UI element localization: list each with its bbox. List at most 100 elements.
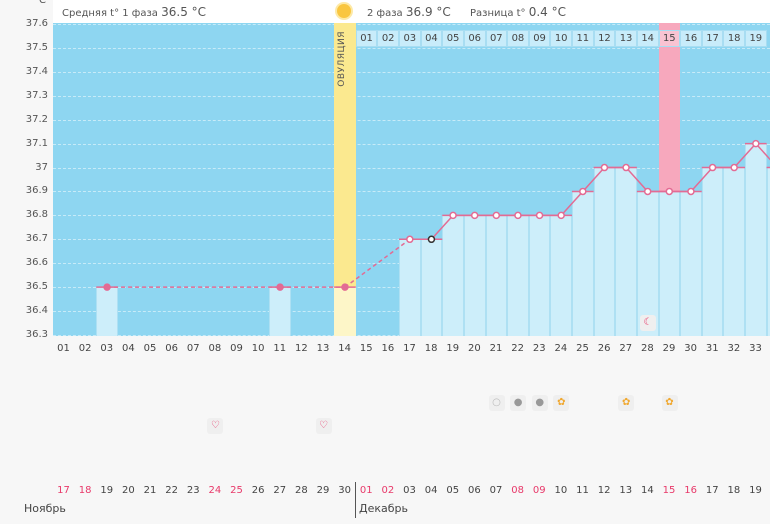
gridline bbox=[53, 24, 770, 25]
line-segment bbox=[344, 238, 411, 288]
temperature-bar bbox=[701, 167, 724, 336]
x-tick-label: 05 bbox=[143, 343, 157, 354]
ovulation-lower bbox=[334, 287, 356, 336]
temperature-bar bbox=[680, 191, 702, 336]
calendar-date: 10 bbox=[554, 485, 568, 496]
data-point[interactable] bbox=[687, 187, 695, 196]
data-point[interactable] bbox=[708, 163, 717, 172]
x-tick-label: 18 bbox=[424, 343, 438, 354]
y-tick-label: 37.1 bbox=[25, 137, 48, 149]
phase2-label: 2 фаза bbox=[367, 8, 403, 19]
data-point[interactable] bbox=[103, 283, 111, 291]
phase2-day-cell: 17 bbox=[701, 30, 724, 47]
y-tick-label: 37.4 bbox=[25, 65, 48, 77]
calendar-date: 14 bbox=[641, 485, 654, 496]
temperature-bar bbox=[615, 167, 637, 336]
temperature-bar bbox=[96, 287, 118, 336]
line-segment bbox=[755, 143, 770, 161]
data-point[interactable] bbox=[600, 163, 609, 172]
phase2-day-cell: 11 bbox=[572, 30, 594, 47]
calendar-date: 30 bbox=[338, 485, 351, 496]
x-tick-label: 06 bbox=[165, 343, 178, 354]
temperature-chart: ОВУЛЯЦИЯ 01 02 03 04 05 06 07 08 09 10 11 12 13 14 15 16… bbox=[53, 23, 770, 336]
calendar-date: 01 bbox=[359, 485, 373, 496]
line-segment bbox=[560, 190, 584, 216]
calendar-date: 09 bbox=[532, 485, 546, 496]
x-tick-label: 28 bbox=[641, 343, 654, 354]
gridline bbox=[53, 47, 770, 49]
y-tick-label: 36.7 bbox=[25, 233, 48, 245]
calendar-date: 20 bbox=[122, 485, 135, 496]
calendar-date: 06 bbox=[468, 485, 481, 496]
temperature-bar bbox=[550, 215, 572, 336]
phase2-day-cell: 02 bbox=[377, 30, 399, 47]
gridline bbox=[53, 215, 770, 217]
data-point[interactable] bbox=[492, 211, 501, 220]
y-tick-label: 36.4 bbox=[25, 305, 48, 317]
y-tick-label: 36.6 bbox=[25, 257, 48, 269]
calendar-date: 25 bbox=[230, 485, 243, 496]
x-tick-label: 19 bbox=[446, 343, 460, 354]
calendar-date: 27 bbox=[273, 485, 287, 496]
temperature-bar bbox=[420, 239, 443, 336]
data-point[interactable] bbox=[730, 163, 738, 172]
gridline bbox=[53, 71, 770, 73]
temperature-bar bbox=[636, 191, 659, 336]
data-point[interactable] bbox=[622, 163, 630, 172]
gray-circle-icon: ● bbox=[510, 395, 527, 411]
data-point[interactable] bbox=[643, 187, 652, 196]
diff-value: 0.4 °C bbox=[528, 5, 567, 19]
phase2-day-cell: 03 bbox=[399, 30, 421, 47]
line-segment bbox=[733, 143, 757, 169]
data-point[interactable] bbox=[276, 283, 284, 291]
line-segment bbox=[430, 214, 454, 240]
phase2-day-cell: 05 bbox=[442, 30, 464, 47]
calendar-date: 12 bbox=[597, 485, 611, 496]
temperature-bar bbox=[399, 239, 421, 336]
temperature-bar bbox=[572, 191, 594, 336]
flower-icon: ✿ bbox=[618, 395, 635, 411]
x-tick-label: 12 bbox=[295, 343, 308, 354]
data-point[interactable] bbox=[406, 235, 414, 244]
phase2-day-cell: 10 bbox=[550, 30, 572, 47]
data-point[interactable] bbox=[665, 187, 674, 196]
diff-summary: Разница t° 0.4 °C bbox=[470, 5, 566, 19]
temperature-bar bbox=[593, 167, 616, 336]
phase2-day-cell: 19 bbox=[745, 30, 767, 47]
data-point[interactable] bbox=[514, 211, 522, 220]
data-point[interactable] bbox=[449, 211, 457, 220]
calendar-date: 05 bbox=[446, 485, 460, 496]
x-tick-label: 08 bbox=[208, 343, 222, 354]
y-axis-unit: °C bbox=[34, 0, 46, 6]
x-tick-label: 04 bbox=[122, 343, 135, 354]
y-tick-label: 37.6 bbox=[25, 18, 48, 29]
data-point[interactable] bbox=[752, 139, 760, 148]
temperature-bar bbox=[658, 191, 681, 336]
data-point[interactable] bbox=[427, 235, 436, 244]
x-tick-label: 17 bbox=[403, 343, 416, 354]
calendar-date: 19 bbox=[749, 485, 762, 496]
data-point[interactable] bbox=[341, 283, 349, 291]
data-point[interactable] bbox=[535, 211, 544, 220]
x-tick-label: 22 bbox=[511, 343, 524, 354]
y-tick-label: 37 bbox=[35, 161, 48, 173]
flower-icon: ✿ bbox=[553, 395, 570, 411]
calendar-date: 19 bbox=[100, 485, 114, 496]
data-point[interactable] bbox=[470, 211, 479, 220]
data-point[interactable] bbox=[557, 211, 565, 220]
temperature-bar bbox=[269, 287, 291, 336]
temperature-bar bbox=[745, 143, 767, 336]
calendar-date: 04 bbox=[424, 485, 438, 496]
calendar-date: 18 bbox=[78, 485, 92, 496]
y-tick-label: 37.3 bbox=[25, 89, 48, 101]
calendar-date: 24 bbox=[208, 485, 222, 496]
data-point[interactable] bbox=[579, 187, 587, 196]
x-tick-label: 09 bbox=[230, 343, 243, 354]
x-tick-label: 14 bbox=[338, 343, 351, 354]
calendar-date: 18 bbox=[727, 485, 741, 496]
month-label-november: Ноябрь bbox=[24, 502, 66, 515]
temperature-bar bbox=[485, 215, 508, 336]
phase2-day-cell: 08 bbox=[507, 30, 529, 47]
gridline bbox=[53, 167, 770, 169]
y-tick-label: 36.8 bbox=[25, 209, 48, 221]
